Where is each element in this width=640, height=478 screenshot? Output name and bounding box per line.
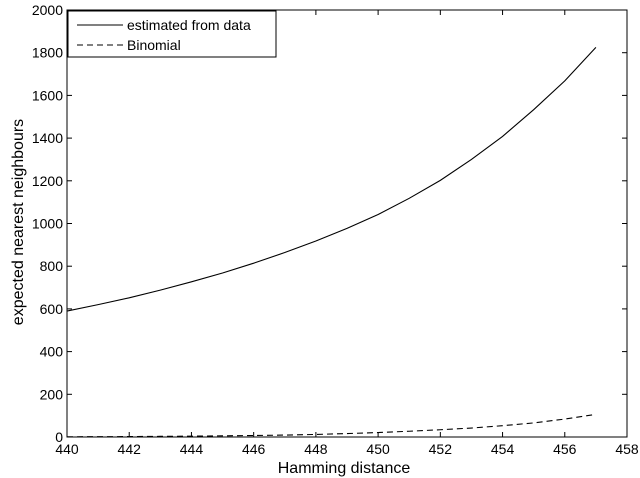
x-tick-label: 456: [553, 441, 577, 457]
x-tick-label: 440: [55, 441, 79, 457]
y-axis-ticks: 0 200 400 600 800 1000 1200 1400 1600 1800 2000: [32, 2, 627, 445]
series-line-binomial: [66, 413, 596, 438]
y-tick-label: 1600: [32, 87, 63, 103]
y-axis-label: expected nearest neighbours: [10, 119, 27, 325]
x-tick-label: 450: [366, 441, 390, 457]
x-tick-label: 452: [429, 441, 453, 457]
y-tick-label: 400: [40, 344, 64, 360]
x-tick-label: 454: [491, 441, 515, 457]
x-axis-label: Hamming distance: [278, 460, 411, 477]
legend-box: [67, 10, 277, 58]
x-tick-label: 458: [615, 441, 639, 457]
series-line-estimated-from-data: [66, 46, 597, 312]
y-tick-label: 2000: [32, 2, 63, 18]
y-tick-label: 1400: [32, 130, 63, 146]
x-tick-label: 442: [118, 441, 142, 457]
x-tick-label: 448: [304, 441, 328, 457]
x-axis-ticks: 440 442 444 446 448 450 452 454 456 458: [55, 10, 639, 457]
y-tick-label: 800: [40, 258, 64, 274]
legend: estimated from data Binomial: [67, 10, 277, 58]
y-tick-label: 0: [55, 429, 63, 445]
y-tick-label: 200: [40, 386, 64, 402]
x-tick-label: 444: [180, 441, 204, 457]
legend-entry-label: estimated from data: [127, 17, 251, 33]
x-tick-label: 446: [242, 441, 266, 457]
y-tick-label: 1000: [32, 216, 63, 232]
y-tick-label: 1200: [32, 173, 63, 189]
y-tick-label: 600: [40, 301, 64, 317]
y-tick-label: 1800: [32, 45, 63, 61]
series-layer: [66, 46, 597, 438]
legend-entry-label: Binomial: [127, 37, 181, 53]
